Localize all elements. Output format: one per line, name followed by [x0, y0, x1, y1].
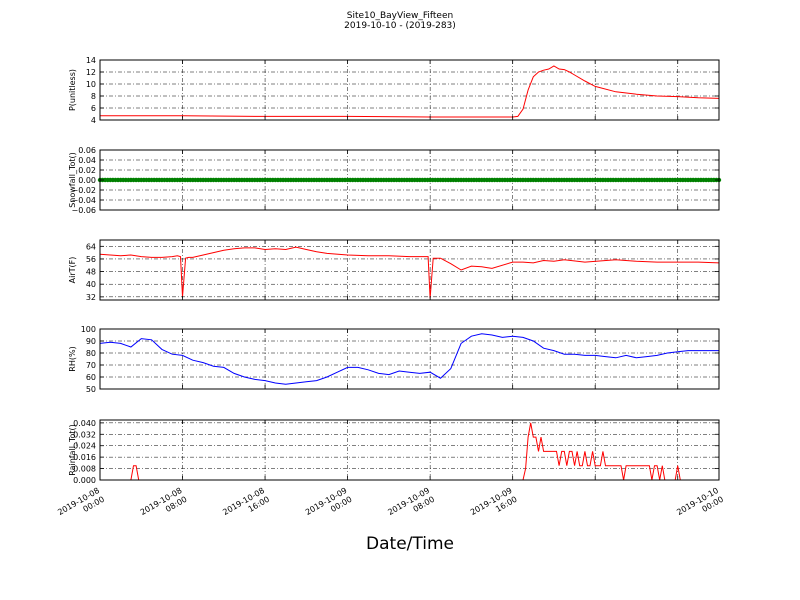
y-tick-label: 48	[86, 268, 96, 277]
x-tick-label: 2019-10-0808:00	[139, 486, 189, 526]
y-tick-label: 0.00	[78, 176, 96, 185]
y-tick-label: 0.04	[78, 156, 96, 165]
y-tick-label: 0.000	[73, 476, 96, 485]
x-tick-label: 2019-10-0800:00	[56, 486, 106, 526]
y-tick-label: 80	[86, 349, 96, 358]
y-tick-label: −0.04	[71, 196, 96, 205]
x-tick-label: 2019-10-0816:00	[221, 486, 271, 526]
plot-frame	[99, 239, 720, 301]
plot-frame	[99, 59, 720, 121]
y-axis-label: RH(%)	[68, 346, 77, 371]
y-tick-label: −0.02	[71, 186, 96, 195]
series-line	[99, 246, 720, 299]
y-tick-label: 56	[86, 255, 96, 264]
y-axis-label: P(unitless)	[68, 69, 77, 111]
y-tick-label: 12	[86, 68, 96, 77]
series-line	[100, 65, 720, 118]
x-tick-label: 2019-10-0916:00	[469, 486, 519, 526]
y-tick-label: 0.02	[78, 166, 96, 175]
y-axis-label: Rainfall_Tot()	[68, 424, 77, 476]
y-tick-label: 40	[86, 280, 96, 289]
y-tick-label: 64	[86, 242, 96, 251]
y-tick-label: 0.024	[73, 442, 96, 451]
y-tick-label: 90	[86, 337, 96, 346]
series-line	[100, 422, 719, 481]
x-tick-label: 2019-10-0908:00	[386, 486, 436, 526]
y-tick-label: 0.040	[73, 419, 96, 428]
y-tick-label: 6	[91, 104, 96, 113]
series-line	[99, 333, 719, 385]
y-axis-label: Snowfall_Tot()	[68, 152, 77, 208]
y-tick-label: 0.016	[73, 453, 96, 462]
y-tick-label: 14	[86, 56, 96, 65]
x-tick-label: 2019-10-0900:00	[304, 486, 354, 526]
plot-frame	[99, 328, 720, 390]
x-tick-label: 2019-10-1000:00	[675, 486, 725, 526]
y-tick-label: 100	[81, 325, 96, 334]
y-tick-label: 50	[86, 385, 96, 394]
y-tick-label: 32	[86, 293, 96, 302]
chart-subtitle: 2019-10-10 - (2019-283)	[344, 21, 456, 31]
y-tick-label: −0.06	[71, 206, 96, 215]
y-tick-label: 4	[91, 116, 96, 125]
y-tick-label: 10	[86, 80, 96, 89]
plot-frame	[99, 419, 720, 481]
y-tick-label: 60	[86, 373, 96, 382]
y-tick-label: 70	[86, 361, 96, 370]
y-tick-label: 0.008	[73, 465, 96, 474]
x-axis-label: Date/Time	[366, 534, 454, 554]
y-tick-label: 8	[91, 92, 96, 101]
y-tick-label: 0.032	[73, 430, 96, 439]
chart-title: Site10_BayView_Fifteen	[346, 11, 454, 21]
y-tick-label: 0.06	[78, 146, 96, 155]
y-axis-label: AirT(F)	[68, 257, 77, 284]
